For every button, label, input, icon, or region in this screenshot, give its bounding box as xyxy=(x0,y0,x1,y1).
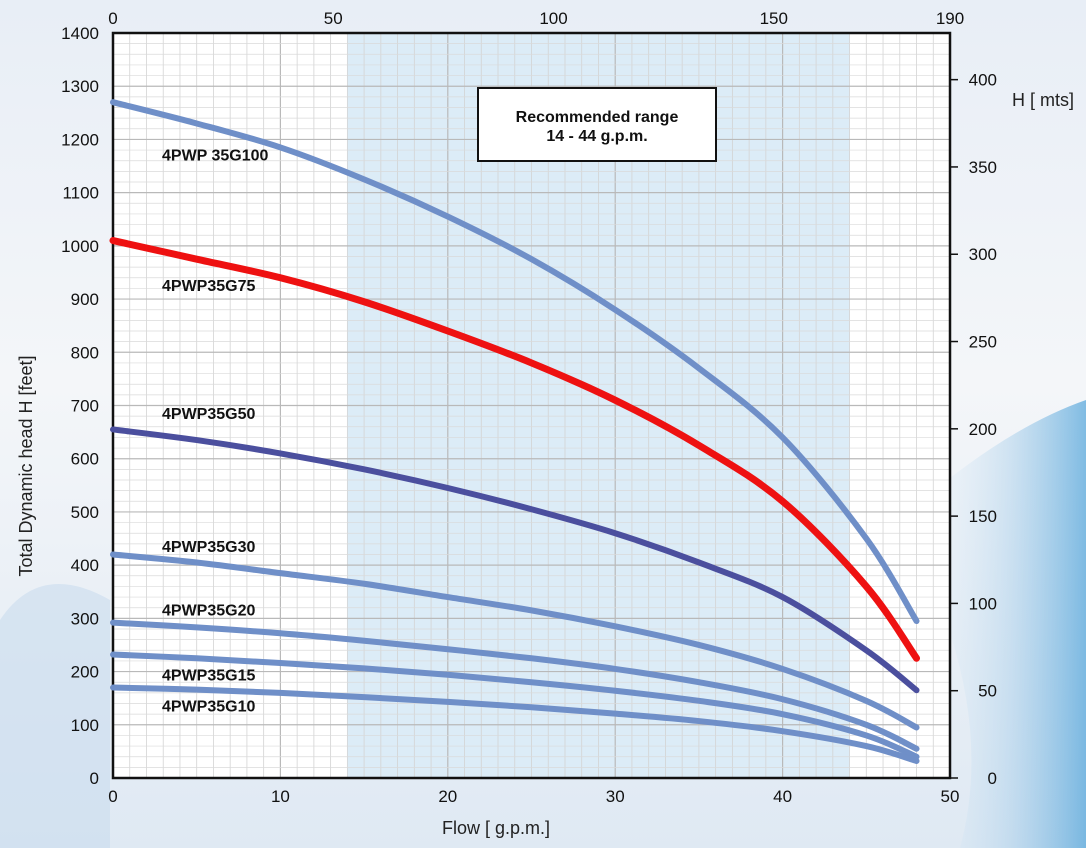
recommended-range-values: 14 - 44 g.p.m. xyxy=(546,128,647,145)
x-tick-label: 30 xyxy=(606,787,625,806)
y-tick-label: 1300 xyxy=(61,77,99,96)
series-label: 4PWP35G50 xyxy=(162,406,255,423)
series-line xyxy=(110,426,920,694)
series-line xyxy=(110,684,920,764)
y-tick-label: 1400 xyxy=(61,24,99,43)
x-tick-label: 20 xyxy=(438,787,457,806)
y-tick-label: 700 xyxy=(71,397,99,416)
series-line xyxy=(110,99,920,625)
x-tick-label: 10 xyxy=(271,787,290,806)
series-line xyxy=(109,237,921,662)
secondary-y-tick-label: 100 xyxy=(969,594,997,613)
secondary-x-tick-label: 100 xyxy=(539,9,567,28)
secondary-y-tick-label: 350 xyxy=(969,158,997,177)
secondary-y-tick-label: 400 xyxy=(969,71,997,90)
y-tick-label: 100 xyxy=(71,716,99,735)
x-tick-label: 50 xyxy=(941,787,960,806)
x-axis-title: Flow [ g.p.m.] xyxy=(442,818,550,838)
y-tick-label: 500 xyxy=(71,503,99,522)
secondary-x-tick-label: 0 xyxy=(108,9,117,28)
y-tick-label: 1200 xyxy=(61,130,99,149)
secondary-x-tick-label: 190 xyxy=(936,9,964,28)
secondary-y-tick-label: 250 xyxy=(969,333,997,352)
y-tick-label: 900 xyxy=(71,290,99,309)
x-tick-label: 0 xyxy=(108,787,117,806)
secondary-x-tick-label: 150 xyxy=(760,9,788,28)
y-tick-label: 800 xyxy=(71,343,99,362)
series-label: 4PWP35G75 xyxy=(162,278,255,295)
y-tick-label: 600 xyxy=(71,450,99,469)
series-line xyxy=(110,551,920,731)
series-label: 4PWP35G15 xyxy=(162,668,255,685)
series-label: 4PWP35G30 xyxy=(162,539,255,556)
secondary-y-tick-label: 0 xyxy=(988,769,997,788)
y-tick-label: 1100 xyxy=(62,184,99,203)
secondary-y-tick-label: 50 xyxy=(978,682,997,701)
x-tick-label: 40 xyxy=(773,787,792,806)
secondary-y-tick-label: 300 xyxy=(969,245,997,264)
series-label: 4PWP 35G100 xyxy=(162,148,269,165)
y-axis-title: Total Dynamic head H [feet] xyxy=(16,355,36,576)
y-tick-label: 400 xyxy=(71,556,99,575)
recommended-range-box: Recommended range 14 - 44 g.p.m. xyxy=(477,87,717,162)
y-tick-label: 300 xyxy=(71,609,99,628)
recommended-range-title: Recommended range xyxy=(516,109,679,126)
series-label: 4PWP35G20 xyxy=(162,603,255,620)
y-tick-label: 200 xyxy=(71,663,99,682)
series-line xyxy=(110,619,920,752)
y-tick-label: 0 xyxy=(90,769,99,788)
secondary-y-axis-title: H [ mts] xyxy=(1012,90,1074,110)
y-tick-label: 1000 xyxy=(61,237,99,256)
series-label: 4PWP35G10 xyxy=(162,698,255,715)
secondary-y-tick-label: 150 xyxy=(969,507,997,526)
secondary-y-tick-label: 200 xyxy=(969,420,997,439)
secondary-x-tick-label: 50 xyxy=(324,9,343,28)
series-line xyxy=(110,651,920,760)
plot-frame xyxy=(111,31,952,780)
